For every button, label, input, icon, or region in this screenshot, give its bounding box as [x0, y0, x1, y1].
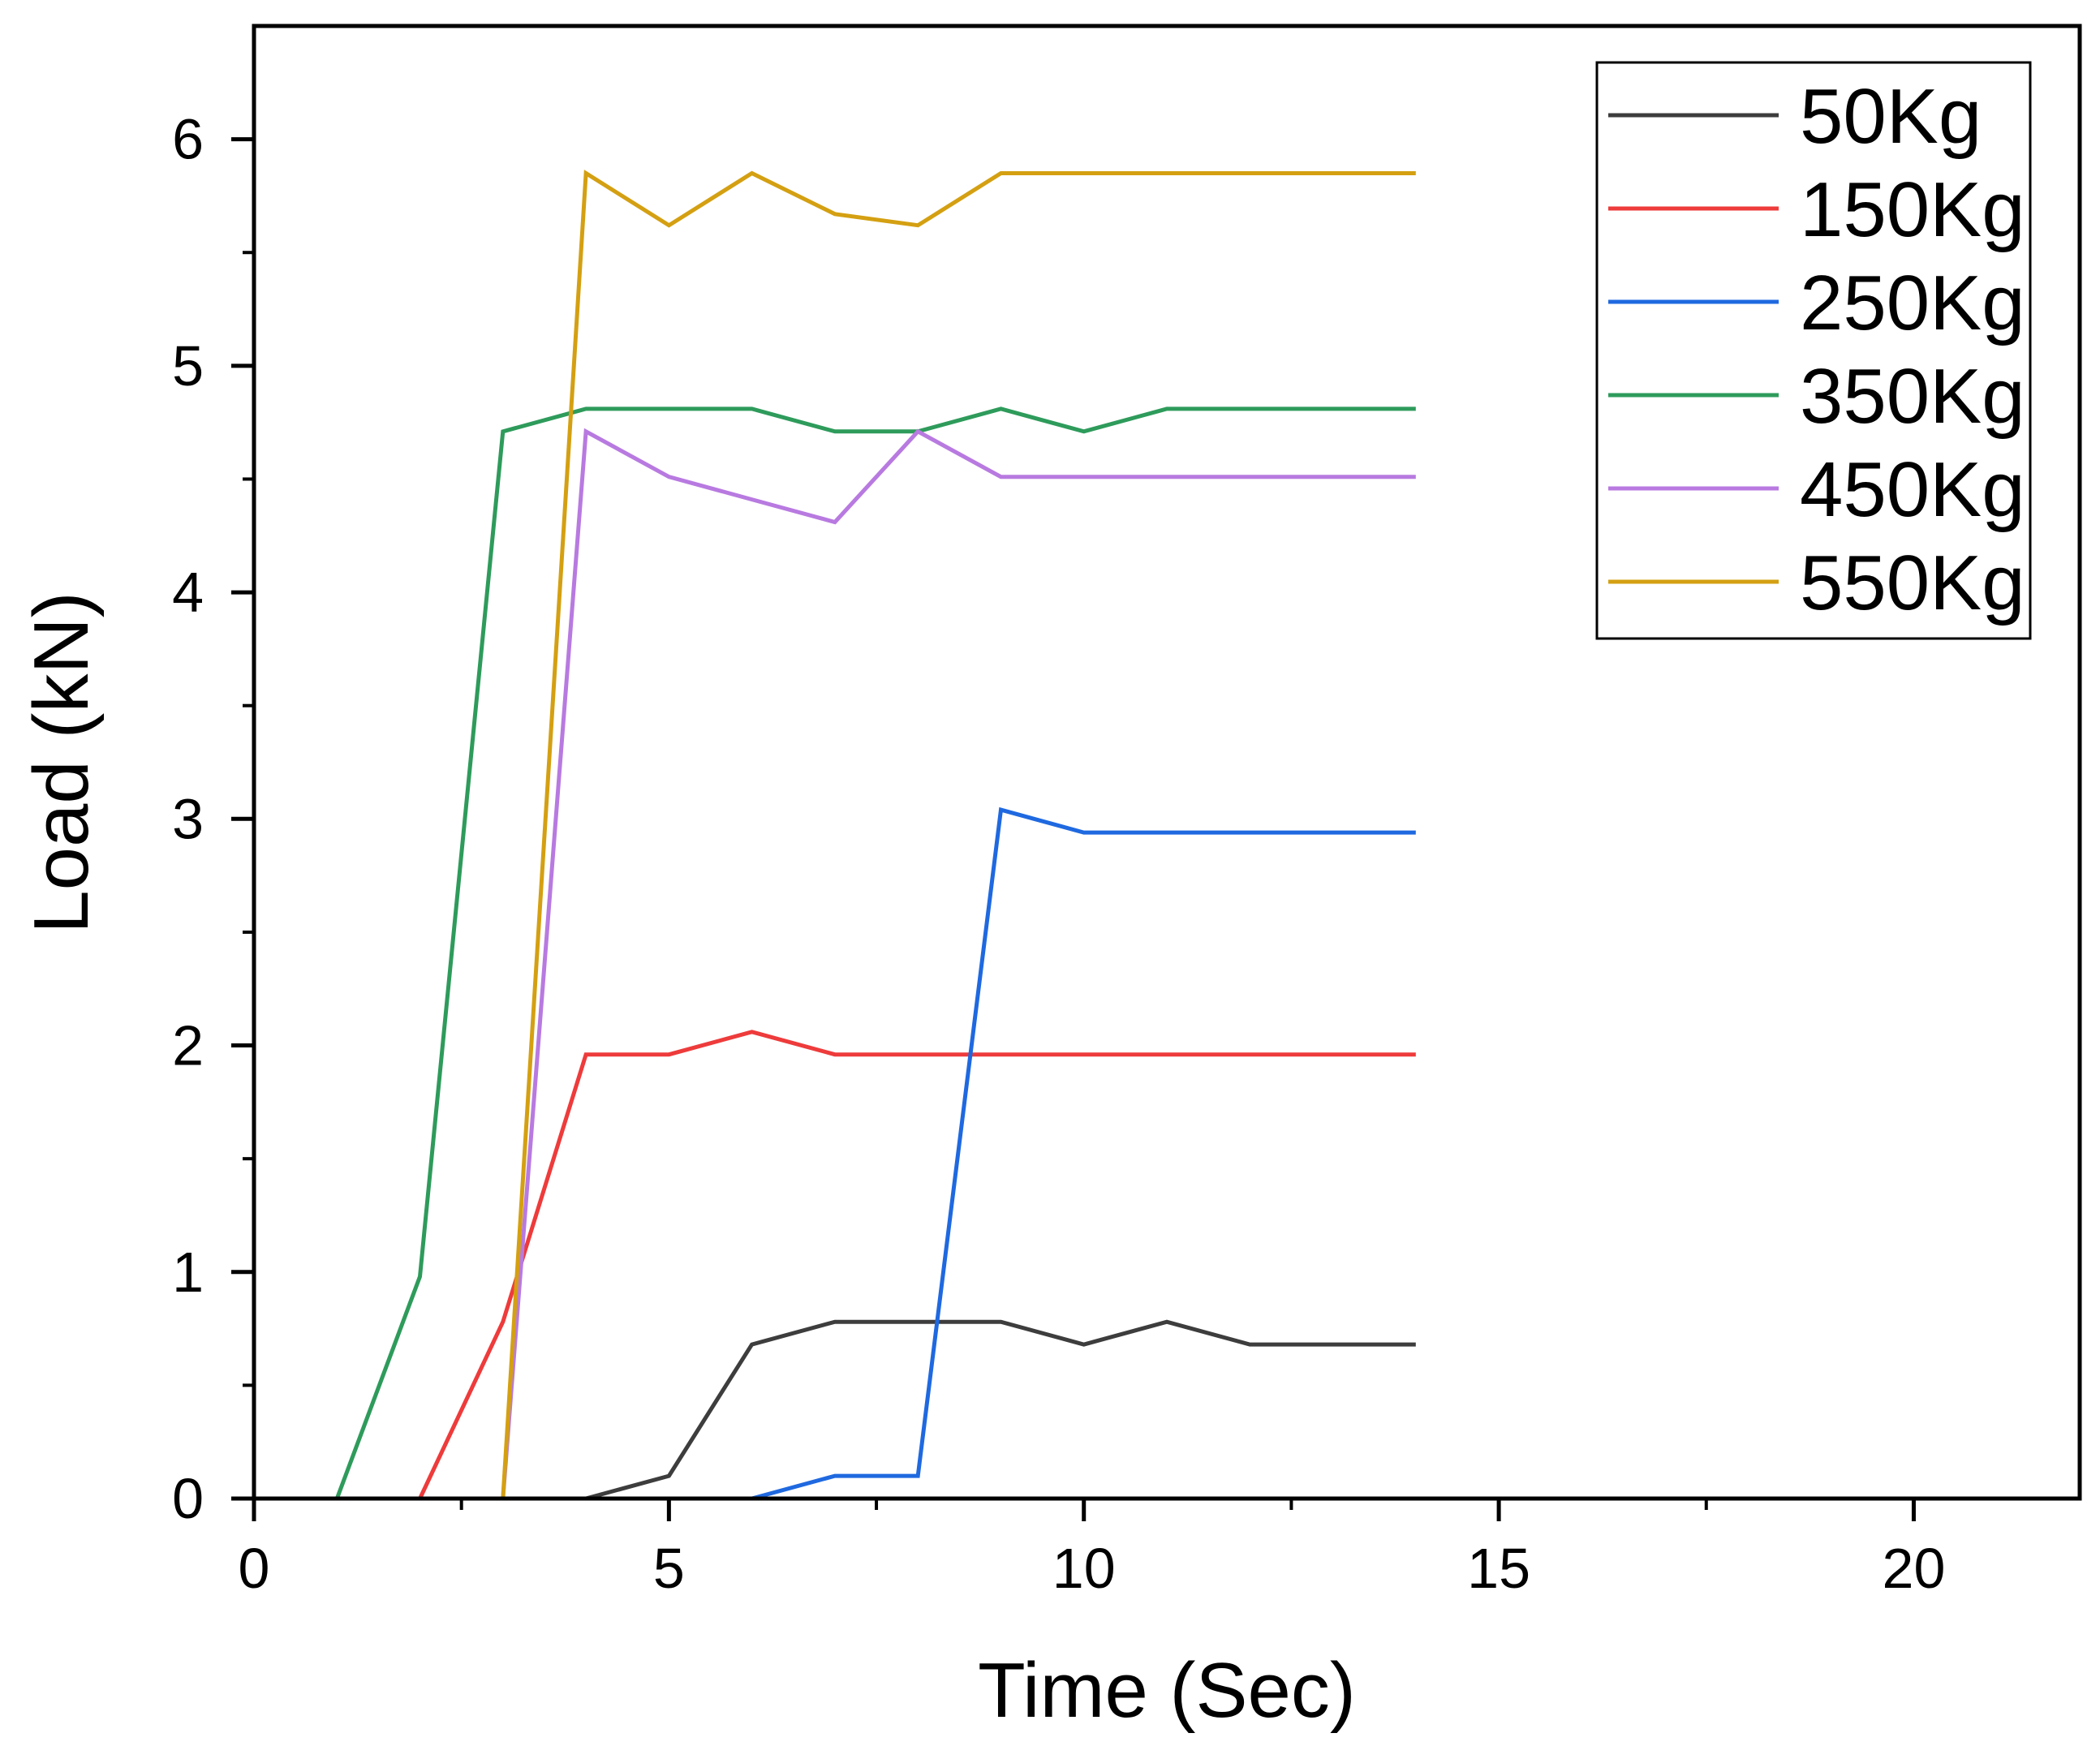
- legend-label-250Kg: 250Kg: [1800, 260, 2025, 346]
- x-tick-label: 0: [239, 1537, 270, 1600]
- plot-frame: [252, 24, 2082, 1501]
- y-tick-label: 1: [172, 1241, 204, 1304]
- legend-box: [1595, 61, 2032, 640]
- legend-label-50Kg: 50Kg: [1800, 73, 1982, 160]
- series-line-150Kg: [418, 1030, 1416, 1500]
- axis-tick-labels: 0 5 10 15 20 0 1 2 3 4 5 6: [172, 108, 1945, 1600]
- legend-label-350Kg: 350Kg: [1800, 353, 2025, 440]
- x-tick-label: 10: [1052, 1537, 1116, 1600]
- x-axis-title: Time (Sec): [978, 1647, 1356, 1734]
- x-tick-label: 20: [1883, 1537, 1946, 1600]
- axis-ticks: [231, 137, 1916, 1521]
- y-tick-label: 4: [172, 561, 204, 624]
- series-line-250Kg: [502, 806, 1416, 1501]
- y-tick-label: 5: [172, 334, 204, 398]
- y-tick-label: 6: [172, 108, 204, 171]
- y-axis-title: Load (kN): [18, 591, 105, 934]
- y-tick-label: 3: [172, 787, 204, 850]
- series-line-450Kg: [501, 428, 1416, 1499]
- legend-label-550Kg: 550Kg: [1800, 540, 2025, 626]
- series-line-350Kg: [334, 406, 1416, 1499]
- legend-label-150Kg: 150Kg: [1800, 166, 2025, 253]
- legend-label-450Kg: 450Kg: [1800, 446, 2025, 533]
- y-tick-label: 2: [172, 1014, 204, 1077]
- y-tick-label: 0: [172, 1467, 204, 1530]
- series-line-550Kg: [337, 170, 1416, 1501]
- x-tick-label: 15: [1467, 1537, 1530, 1600]
- series-lines: [334, 170, 1416, 1501]
- series-line-50Kg: [585, 1319, 1416, 1501]
- x-tick-label: 5: [653, 1537, 685, 1600]
